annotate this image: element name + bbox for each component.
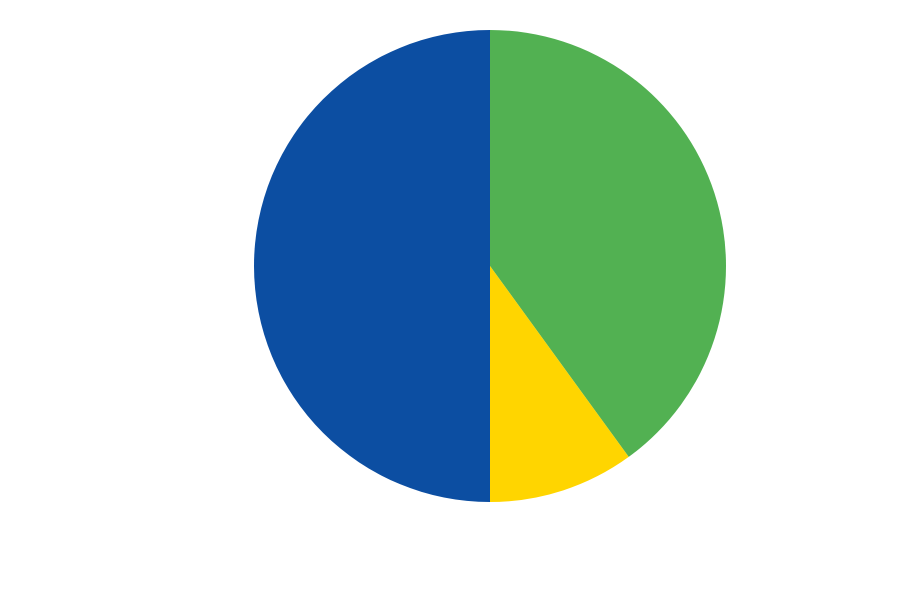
pie-slice-1 <box>490 30 727 457</box>
pie-slice-3 <box>254 30 490 502</box>
pie-slice-2 <box>490 266 629 502</box>
